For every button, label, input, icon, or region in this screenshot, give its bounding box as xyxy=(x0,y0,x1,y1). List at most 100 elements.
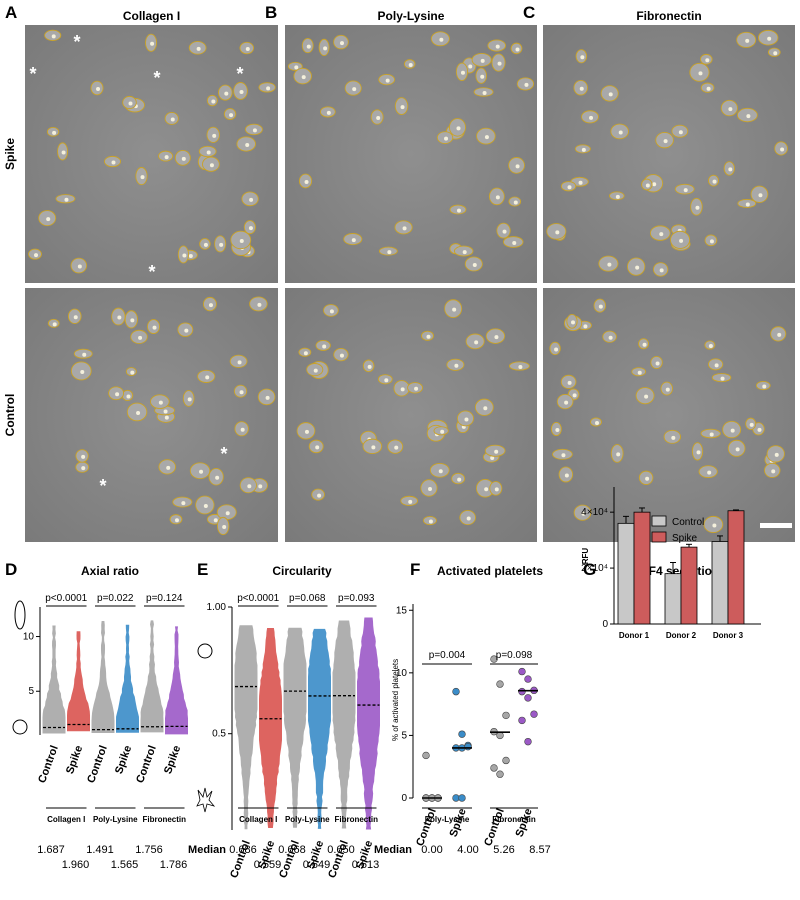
median-value: 1.687 xyxy=(37,844,65,856)
platelet-core xyxy=(385,78,390,83)
group-label: Fibronectin xyxy=(334,815,378,824)
platelet-core xyxy=(645,476,650,481)
platelet-core xyxy=(495,44,500,49)
data-point xyxy=(496,680,504,688)
platelet-core xyxy=(581,511,586,516)
platelet-core xyxy=(82,352,87,357)
bar xyxy=(680,546,698,625)
median-value: 1.565 xyxy=(111,859,139,871)
platelet-core xyxy=(208,303,213,308)
x-tick-label: Control xyxy=(85,744,110,785)
platelet-core xyxy=(339,353,344,358)
platelet-core xyxy=(206,150,211,155)
platelet-core xyxy=(495,195,500,200)
group-label: Poly-Lysine xyxy=(93,815,138,824)
data-point xyxy=(490,764,498,772)
platelet-core xyxy=(468,64,473,69)
y-tick-label: 15 xyxy=(396,605,408,616)
platelet-core xyxy=(440,429,445,434)
platelet-core xyxy=(81,466,86,471)
platelet-core xyxy=(387,250,392,255)
platelet-core xyxy=(671,435,676,440)
platelet-core xyxy=(712,179,717,184)
y-tick-label: 0.5 xyxy=(212,729,226,740)
group-label: Collagen I xyxy=(239,815,277,824)
platelet-core xyxy=(304,429,309,434)
platelet-core xyxy=(187,397,192,402)
platelet-core xyxy=(706,86,711,91)
platelet-core xyxy=(570,320,575,325)
platelet-core xyxy=(564,400,569,405)
platelet-core xyxy=(474,340,479,345)
p-value: p=0.124 xyxy=(146,593,183,604)
platelet-core xyxy=(252,128,257,133)
distribution xyxy=(42,625,66,734)
platelet-core xyxy=(245,142,250,147)
platelet-core xyxy=(608,335,613,340)
platelet-core xyxy=(774,452,779,457)
distribution xyxy=(67,631,90,732)
asterisk: * xyxy=(236,64,243,84)
y-tick-label: 0 xyxy=(602,619,608,630)
platelet-core xyxy=(502,229,507,234)
y-tick-label: 5 xyxy=(28,686,34,697)
data-point xyxy=(518,667,526,676)
platelet-core xyxy=(46,217,51,222)
platelet-core xyxy=(203,242,208,247)
platelet-core xyxy=(164,155,169,160)
y-tick-label: 1.00 xyxy=(207,602,227,613)
platelet-core xyxy=(158,400,163,405)
asterisk: * xyxy=(73,32,80,52)
platelet-core xyxy=(205,375,210,380)
platelet-core xyxy=(564,473,569,478)
platelet-core xyxy=(163,409,168,414)
platelet-core xyxy=(115,392,120,397)
platelet-core xyxy=(313,368,318,373)
platelet-core xyxy=(745,38,750,43)
platelet-core xyxy=(728,107,733,112)
platelet-core xyxy=(438,469,443,474)
y-tick-label: 10 xyxy=(23,632,35,643)
platelet-core xyxy=(73,315,78,320)
platelet-core xyxy=(428,519,433,524)
data-point xyxy=(524,675,532,683)
platelet-core xyxy=(608,92,613,97)
median-value: 0.650 xyxy=(327,844,355,856)
platelet-core xyxy=(184,328,189,333)
platelet-core xyxy=(203,503,208,508)
platelet-core xyxy=(237,360,242,365)
platelet-core xyxy=(138,335,143,340)
platelet-core xyxy=(301,75,306,80)
asterisk: * xyxy=(29,64,36,84)
platelet-core xyxy=(728,167,733,172)
data-point xyxy=(518,716,526,725)
y-tick-label: 2×10⁴ xyxy=(581,563,608,574)
panel-letter: G xyxy=(583,560,596,579)
median-value: 8.57 xyxy=(529,844,550,856)
platelet-core xyxy=(219,242,224,247)
platelet-core xyxy=(663,139,668,144)
data-point xyxy=(502,756,510,765)
platelet-core xyxy=(580,55,585,60)
platelet-core xyxy=(484,487,489,492)
panel-letter: E xyxy=(197,560,208,579)
median-value: 0.00 xyxy=(421,844,442,856)
x-tick-label: Spike xyxy=(162,744,183,776)
platelet-core xyxy=(483,406,488,411)
platelet-core xyxy=(762,384,767,389)
platelet-core xyxy=(61,150,66,155)
platelet-core xyxy=(199,469,204,474)
platelet-core xyxy=(394,445,399,450)
platelet-core xyxy=(579,86,584,91)
median-value: 1.756 xyxy=(135,844,163,856)
data-point xyxy=(524,694,532,702)
platelet-core xyxy=(80,369,85,374)
platelet-core xyxy=(222,525,227,530)
platelet-core xyxy=(767,36,772,41)
median-value: 1.491 xyxy=(86,844,114,856)
panel-letter: D xyxy=(5,560,17,579)
platelet-core xyxy=(607,262,612,267)
data-point xyxy=(422,751,430,760)
platelet-core xyxy=(466,516,471,521)
platelet-core xyxy=(720,376,725,381)
